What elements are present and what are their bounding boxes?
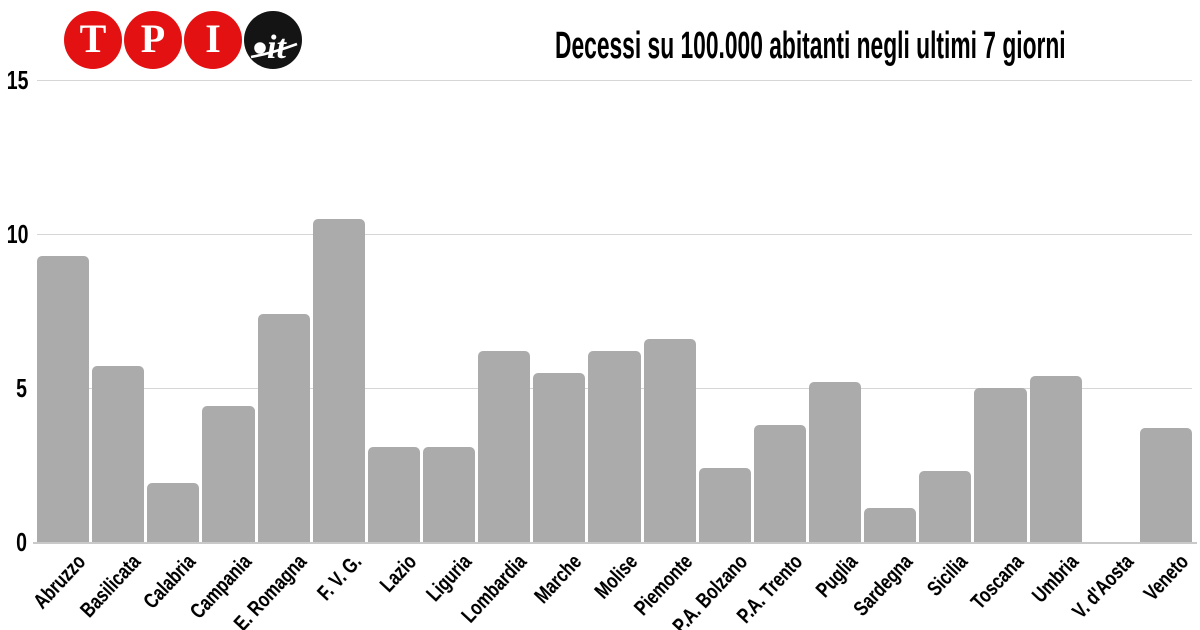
bar-molise [588, 351, 641, 542]
bar-umbria [1029, 375, 1082, 542]
bar-sardegna [864, 508, 917, 542]
logo-swoosh [250, 42, 298, 59]
bar-marche [533, 372, 586, 542]
gridline-15 [37, 80, 1192, 81]
bar-e-romagna [257, 314, 310, 542]
bar-puglia [808, 381, 862, 542]
bar-calabria [147, 483, 200, 542]
y-axis-label-10: 10 [6, 219, 29, 249]
logo-letter-t: T [64, 11, 122, 69]
logo-letter-i: I [184, 11, 242, 69]
bar-basilicata [92, 366, 145, 542]
bar-veneto [1139, 428, 1192, 542]
y-axis-label-15: 15 [6, 65, 29, 95]
bar-campania [202, 406, 255, 542]
bar-abruzzo [37, 255, 90, 542]
tpi-logo: T P I it [64, 11, 302, 69]
logo-domain-text: it [267, 29, 287, 66]
logo-it-badge: it [244, 11, 302, 69]
logo-letter-p: P [124, 11, 182, 69]
bar-toscana [974, 388, 1027, 542]
bar-piemonte [643, 338, 696, 542]
bar-series [37, 80, 1192, 542]
gridline-10 [37, 234, 1192, 235]
bar-lombardia [478, 351, 531, 542]
logo-dot [254, 42, 266, 54]
x-axis-line [33, 542, 1197, 544]
logo-it-icon: it [244, 11, 302, 69]
y-axis-label-0: 0 [16, 527, 27, 557]
bar-lazio [367, 446, 420, 542]
chart-title: Decessi su 100.000 abitanti negli ultimi… [555, 25, 1066, 67]
y-axis-label-5: 5 [16, 373, 27, 403]
bar-sicilia [919, 471, 972, 542]
bar-p-a-bolzano [698, 468, 751, 542]
bar-f-v-g [312, 218, 365, 542]
bar-p-a-trento [753, 424, 806, 542]
plot-area [37, 80, 1192, 542]
bar-liguria [422, 446, 476, 542]
